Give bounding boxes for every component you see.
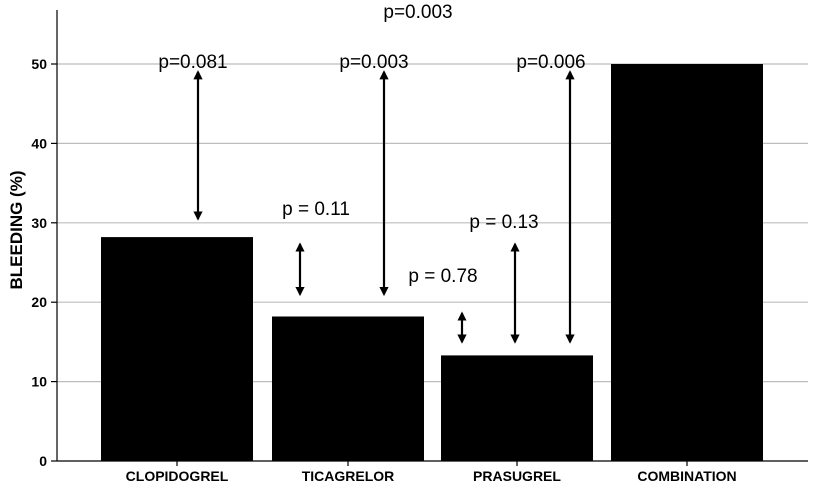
x-tick-label: TICAGRELOR <box>302 468 395 483</box>
x-tick-label: PRASUGREL <box>473 468 561 483</box>
comparison-p-value: p = 0.11 <box>282 199 350 220</box>
y-tick-label: 50 <box>31 56 47 72</box>
y-tick-label: 40 <box>31 135 47 151</box>
bar-combination <box>611 64 763 461</box>
comparison-p-value: p = 0.13 <box>469 212 538 233</box>
y-tick-label: 10 <box>31 374 47 390</box>
bar-ticagrelor <box>272 316 424 461</box>
y-tick-label: 20 <box>31 294 47 310</box>
comparison-p-value: p=0.003 <box>339 52 408 73</box>
p-value-annotations: p=0.081 p = 0.11 p=0.003 p = 0.78 p = 0.13 p=… <box>158 52 586 344</box>
y-tick-label: 30 <box>31 215 47 231</box>
x-tick-label: COMBINATION <box>637 468 736 483</box>
comparison-p-value: p = 0.78 <box>408 266 477 287</box>
x-tick-label: CLOPIDOGREL <box>126 468 229 483</box>
y-tick-label: 0 <box>39 453 47 469</box>
y-axis-label: BLEEDING (%) <box>7 171 26 290</box>
bar-prasugrel <box>441 355 593 461</box>
comparison-p-value: p=0.006 <box>516 52 585 73</box>
comparison-p-value: p=0.081 <box>158 52 227 73</box>
axes: 0 10 20 30 40 50 CLOPIDOGREL TICAGRELOR PRASUGRE… <box>31 10 808 483</box>
bar-clopidogrel <box>101 237 253 461</box>
overall-p-value: p=0.003 <box>383 2 452 23</box>
bars <box>101 64 763 461</box>
